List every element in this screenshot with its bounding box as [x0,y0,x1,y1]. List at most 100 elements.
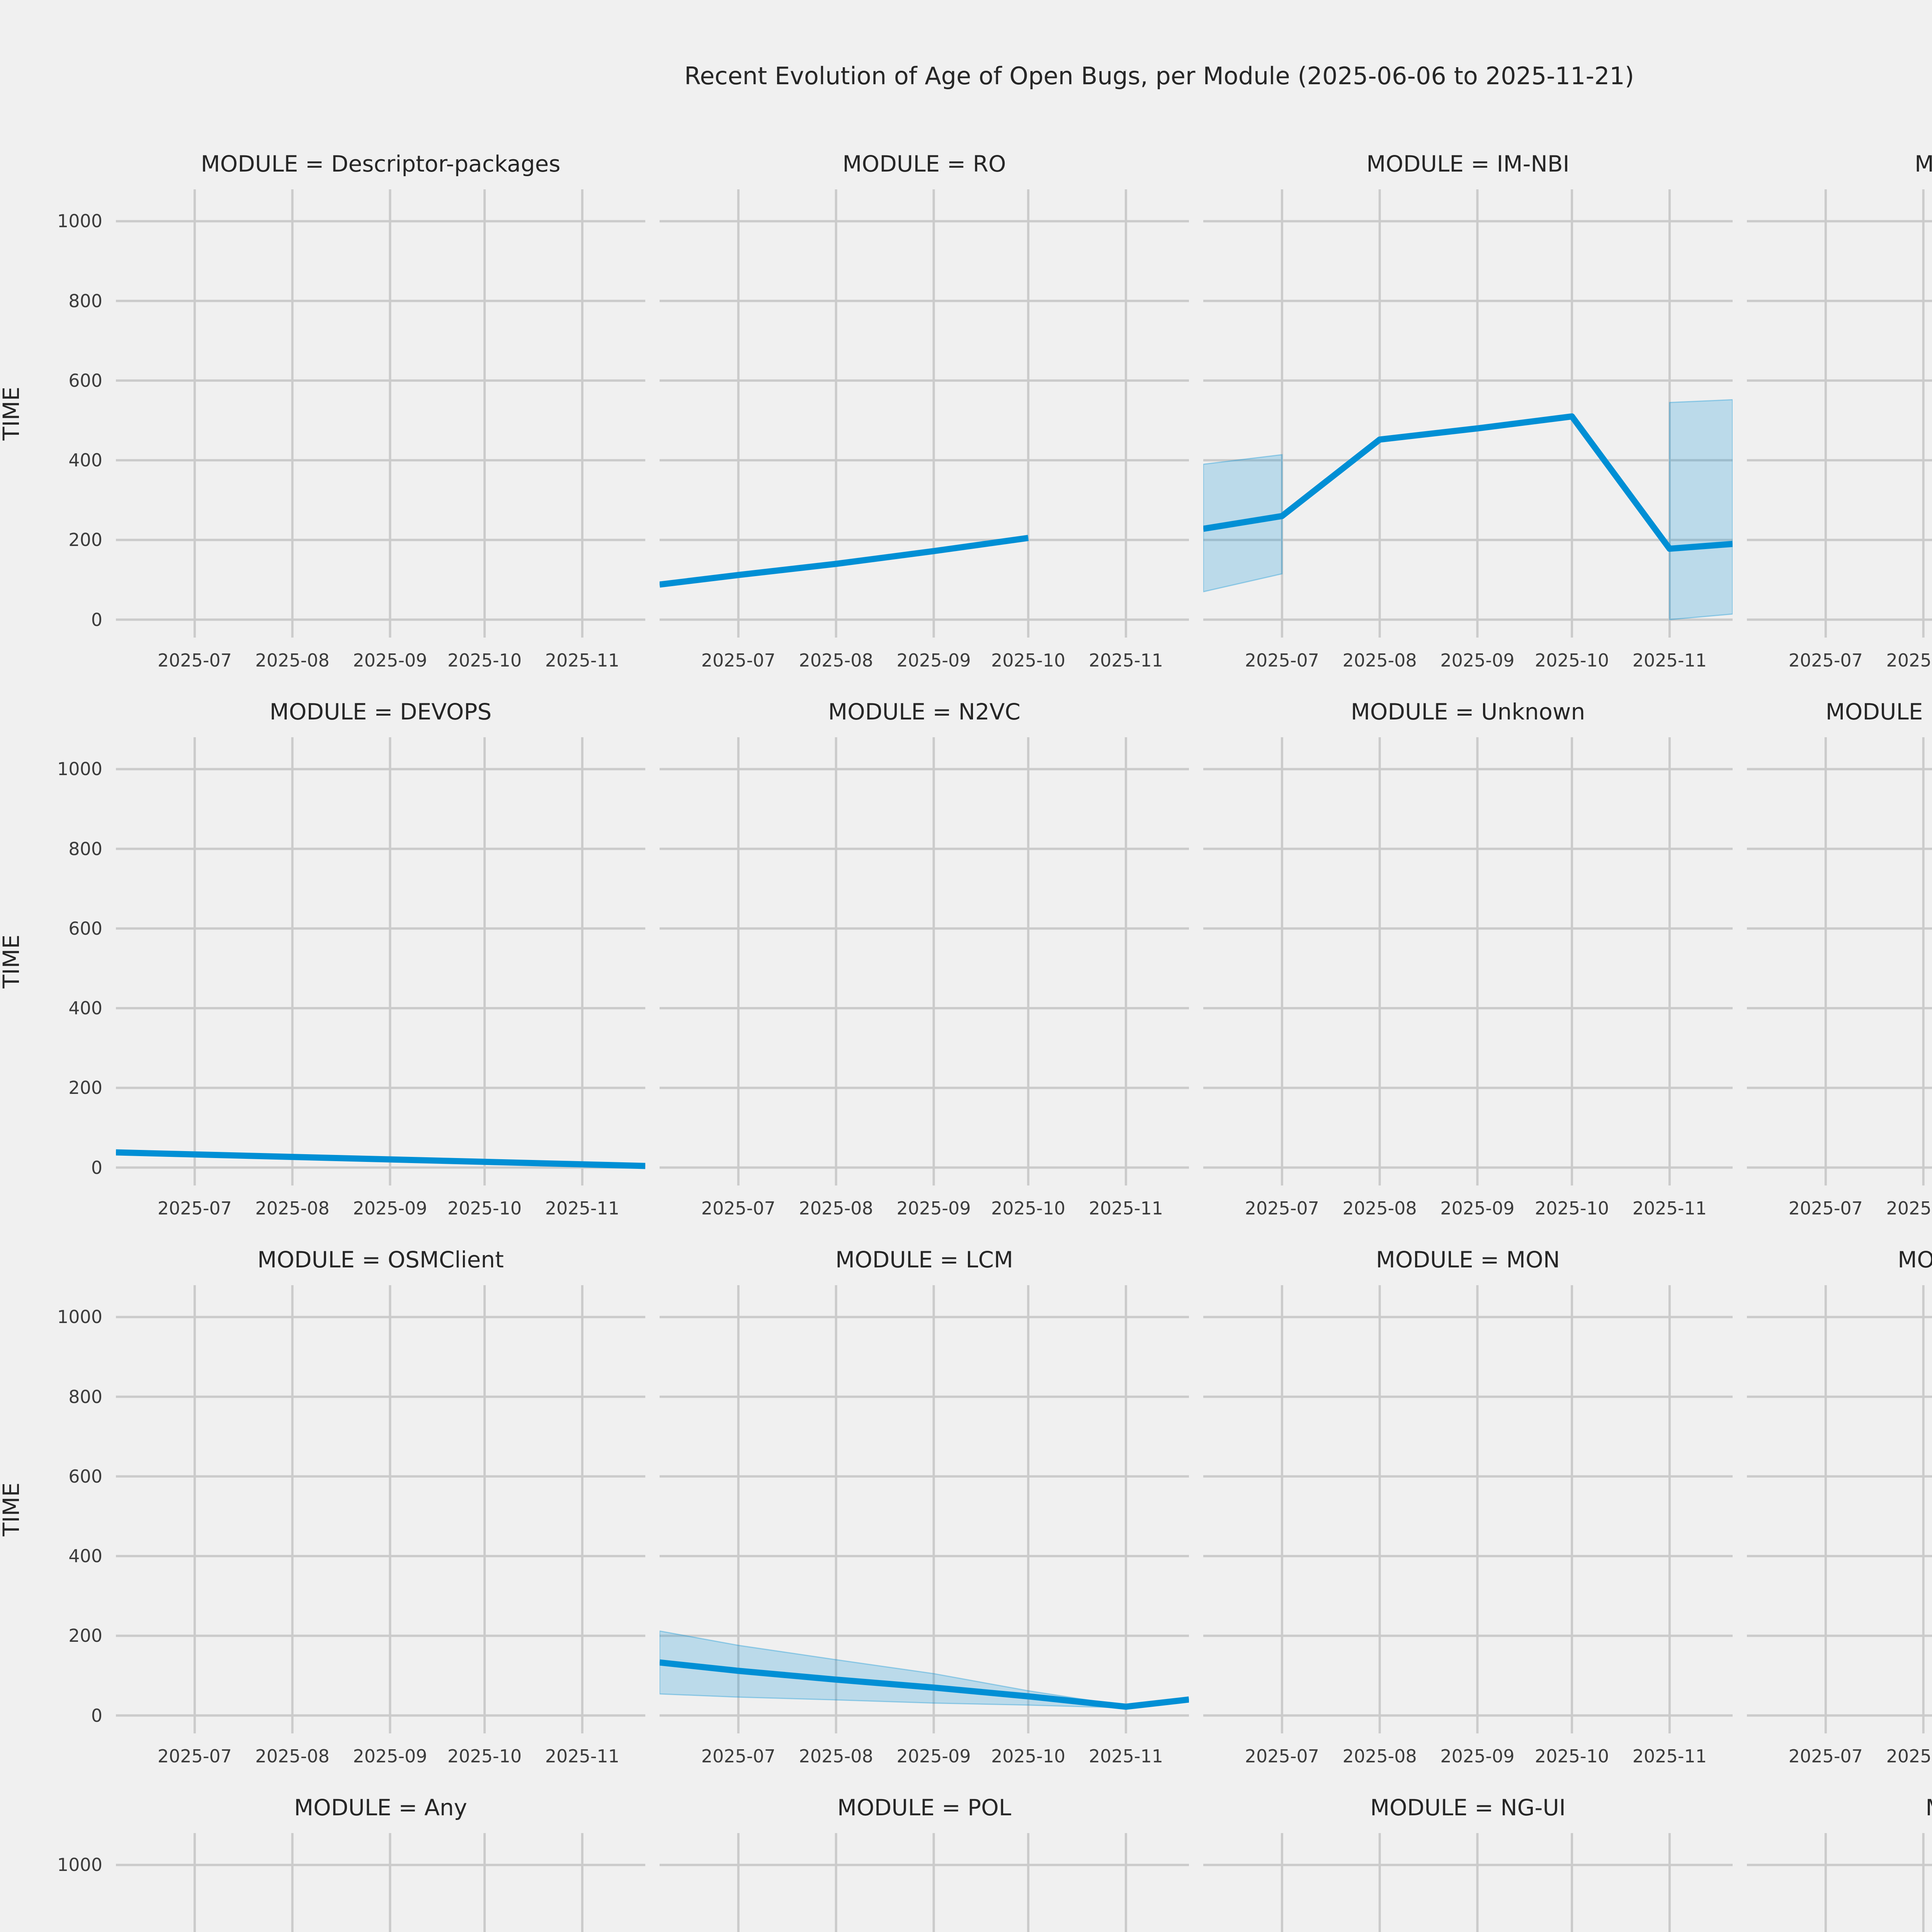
x-tick-label: 2025-07 [1245,1746,1319,1767]
x-tick-label: 2025-07 [701,1746,776,1767]
y-tick-label: 1000 [57,1854,102,1876]
x-tick-label: 2025-09 [896,1198,971,1219]
y-tick-label: 800 [68,1386,102,1407]
y-tick-label: 1000 [57,1306,102,1328]
x-tick-label: 2025-11 [1088,1746,1163,1767]
facet-title: MODULE = RO [842,151,1006,177]
grid-layer [1203,737,1733,1185]
x-tick-label: 2025-09 [1440,650,1515,671]
grid-layer [660,189,1189,638]
x-tick-label: 2025-11 [545,650,619,671]
x-tick-label: 2025-10 [447,650,522,671]
facet-plot [1203,737,1733,1185]
facet-title: MODULE = N2VC [828,699,1020,725]
grid-layer [660,737,1189,1185]
facet-plot [1203,1833,1733,1932]
x-tick-label: 2025-11 [1632,1198,1707,1219]
facet-cell-n2vc: MODULE = N2VC 2025-07 2025-08 2025-09 2025-1… [660,699,1189,1219]
x-tick-label: 2025-10 [991,650,1066,671]
x-tick-label: 2025-08 [255,1746,330,1767]
grid-layer [1203,189,1733,638]
facet-cell-other: MODULE = Other2025-072025-082025-092025-… [1747,151,1932,671]
line-series [660,535,1029,588]
x-tick-label: 2025-09 [1440,1746,1515,1767]
y-tick-label: 800 [68,838,102,859]
facet-title: MODULE = POL [837,1794,1012,1821]
facet-plot [116,1833,645,1932]
facet-title: MODULE = Unknown [1350,699,1585,725]
x-tick-label: 2025-10 [1534,650,1609,671]
facet-cell-descriptor-packages: MODULE = Descriptor-packages 2025-07 2025-… [0,151,645,671]
facet-cell-im-nbi: MODULE = IM-NBI 2025-07 2025-08 2025-09 2025… [1203,151,1733,671]
facet-title: MODULE = Any [294,1794,467,1821]
grid-layer [116,189,645,638]
x-tick-label: 2025-08 [1342,650,1417,671]
grid-layer [1203,1833,1733,1932]
x-tick-label: 2025-09 [896,650,971,671]
facet-cell-ng-ui: MODULE = NG-UI2025-072025-082025-092025-… [1203,1794,1733,1932]
y-tick-label: 200 [68,529,102,551]
facet-cell-any: MODULE = Any2025-072025-082025-092025-10… [57,1794,645,1932]
x-tick-label: 2025-08 [255,1198,330,1219]
x-tick-label: 2025-07 [701,650,776,671]
facet-title: MODULE = OSMClient [257,1247,504,1273]
x-tick-label: 2025-08 [1886,1746,1932,1767]
y-tick-label: 800 [68,290,102,311]
grid-layer [116,1285,645,1733]
x-tick-label: 2025-07 [1245,1198,1319,1219]
y-tick-label: 0 [91,609,102,630]
x-tick-label: 2025-08 [799,650,873,671]
x-tick-label: 2025-11 [545,1746,619,1767]
x-tick-label: 2025-10 [447,1198,522,1219]
x-tick-label: 2025-09 [353,650,427,671]
line-series [116,1149,645,1169]
grid-layer [1747,1833,1932,1932]
y-tick-label: 0 [91,1157,102,1178]
facet-cell-osmclient: MODULE = OSMClient 2025-07 2025-08 2025-09 2… [0,1247,645,1767]
y-tick-label: 400 [68,998,102,1019]
y-tick-label: 600 [68,918,102,939]
facet-plot [660,737,1189,1185]
y-axis-label: TIME [0,1833,25,1932]
x-tick-label: 2025-08 [799,1746,873,1767]
line-series [1203,413,1733,552]
y-axis-label: TIME [0,386,24,440]
grid-layer [1747,1285,1932,1733]
grid-layer [116,1833,645,1932]
x-tick-label: 2025-10 [1534,1746,1609,1767]
facet-cell-devops: MODULE = DEVOPS 2025-07 2025-08 2025-09 2025… [0,699,645,1219]
facet-plot [1203,189,1733,638]
y-tick-label: 600 [68,1466,102,1487]
y-tick-label: 1000 [57,759,102,780]
facet-cell-unknown: MODULE = Unknown 2025-07 2025-08 2025-09 202… [1203,699,1733,1219]
facet-plot [660,1285,1189,1733]
x-tick-label: 2025-08 [1886,650,1932,671]
facet-plot [116,1285,645,1733]
facet-plot [116,189,645,638]
facet-cell-documentation-wiki: MODULE = Documentation / Wiki 2025-07 2025… [1747,699,1932,1219]
facet-plot [1747,189,1932,638]
facet-cell-lcm: MODULE = LCM 2025-07 2025-08 2025-09 2025-10… [660,1247,1189,1767]
x-tick-label: 2025-07 [157,1746,232,1767]
facet-plot [116,737,645,1185]
facet-title: MODULE = IM-NBI [1366,151,1570,177]
facet-title: MODULE = PLA [1677,1794,1932,1825]
facet-plot [660,189,1189,638]
x-tick-label: 2025-08 [1886,1198,1932,1219]
y-tick-label: 400 [68,1546,102,1567]
y-tick-label: 0 [91,1705,102,1726]
x-tick-label: 2025-11 [1632,650,1707,671]
x-tick-label: 2025-08 [1342,1746,1417,1767]
x-tick-label: 2025-07 [701,1198,776,1219]
x-tick-label: 2025-07 [1245,650,1319,671]
facet-plot [1203,1285,1733,1733]
line-series [660,1659,1189,1710]
facet-plot [660,1833,1189,1932]
figure-title: Recent Evolution of Age of Open Bugs, pe… [684,62,1634,90]
x-tick-label: 2025-08 [799,1198,873,1219]
y-tick-label: 600 [68,370,102,391]
x-tick-label: 2025-09 [1440,1198,1515,1219]
facet-cell-common: MODULE = common2025-072025-082025-092025… [1747,1247,1932,1767]
y-axis-label: TIME [0,1482,24,1536]
x-tick-label: 2025-09 [896,1746,971,1767]
